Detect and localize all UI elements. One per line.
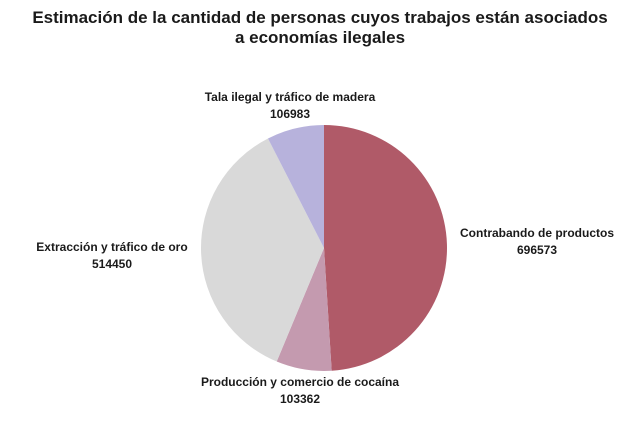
label-cocaina-value: 103362	[280, 392, 320, 406]
label-madera-value: 106983	[270, 107, 310, 121]
label-madera-name: Tala ilegal y tráfico de madera	[205, 90, 376, 104]
label-contrabando-value: 696573	[517, 243, 557, 257]
chart-title-line-2: a economías ilegales	[234, 28, 406, 47]
slice-madera	[267, 125, 324, 248]
pie-slices	[200, 125, 447, 371]
chart-title-line-1: Estimación de la cantidad de personas cu…	[32, 8, 608, 27]
chart-title: Estimación de la cantidad de personas cu…	[0, 8, 640, 48]
slice-cocaina	[276, 248, 332, 371]
label-oro-name: Extracción y tráfico de oro	[36, 240, 187, 254]
label-contrabando-name: Contrabando de productos	[460, 226, 614, 240]
pie-labels: Contrabando de productos 696573 Producción…	[36, 90, 614, 406]
label-oro-value: 514450	[92, 257, 132, 271]
slice-oro	[200, 138, 324, 362]
label-cocaina-name: Producción y comercio de cocaína	[201, 375, 399, 389]
slice-contrabando	[324, 125, 447, 371]
